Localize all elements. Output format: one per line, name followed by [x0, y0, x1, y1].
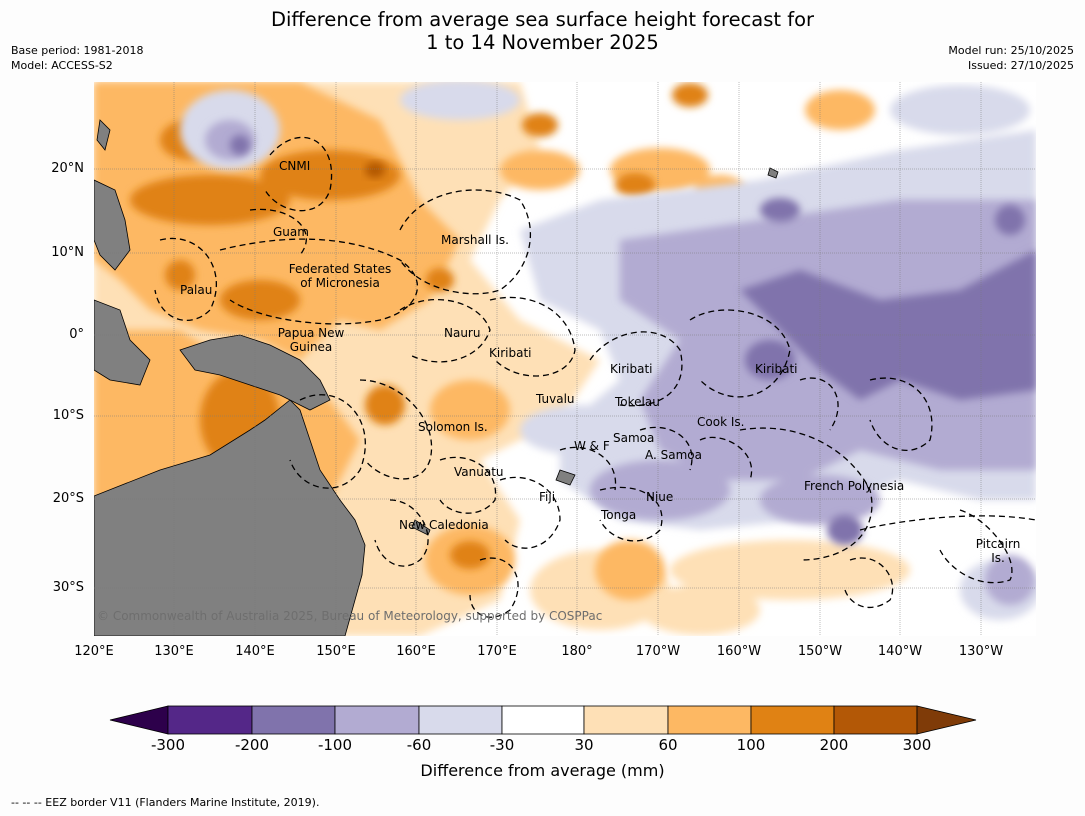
place-fiji: Fiji: [539, 490, 556, 504]
place-cook: Cook Is.: [697, 415, 745, 429]
place-pitcairn-line2: Is.: [991, 551, 1005, 565]
colorbar-tick: -200: [234, 736, 270, 754]
eez-borders: [154, 136, 1036, 618]
place-cnmi: CNMI: [279, 159, 311, 173]
colorbar-tick: -30: [489, 736, 515, 754]
model-name: Model: ACCESS-S2: [11, 59, 113, 72]
meta-right: Model run: 25/10/2025 Issued: 27/10/2025: [948, 43, 1074, 73]
map-area: [94, 82, 1036, 636]
graticule: [94, 82, 1036, 636]
lon-label: 130°W: [958, 644, 1004, 659]
anomaly-brown: [365, 162, 385, 178]
colorbar-bin: [583, 705, 669, 735]
anomaly-dark-orange: [130, 83, 708, 569]
title-line-1: Difference from average sea surface heig…: [270, 8, 815, 31]
colorbar-tick: -300: [150, 736, 186, 754]
place-fsm-line2: of Micronesia: [300, 276, 380, 290]
borneo-sulawesi: [94, 299, 151, 386]
model-run: Model run: 25/10/2025: [948, 44, 1074, 57]
place-american-samoa: A. Samoa: [645, 448, 702, 462]
place-tokelau: Tokelau: [615, 395, 660, 409]
place-samoa: Samoa: [613, 431, 655, 445]
copyright-notice: © Commonwealth of Australia 2025, Bureau…: [97, 609, 603, 623]
colorbar-tick: -60: [406, 736, 432, 754]
place-pitcairn: Pitcairn Is.: [969, 537, 1027, 565]
place-solomon: Solomon Is.: [418, 420, 488, 434]
eez-footnote: -- -- -- EEZ border V11 (Flanders Marine…: [11, 796, 320, 809]
place-png-line2: Guinea: [289, 340, 333, 354]
colorbar-bin: [167, 705, 253, 735]
colorbar-tick: -100: [317, 736, 353, 754]
place-marshall: Marshall Is.: [441, 233, 509, 247]
place-vanuatu: Vanuatu: [454, 465, 504, 479]
place-nauru: Nauru: [444, 326, 481, 340]
colorbar-bin: [750, 705, 835, 735]
lat-label: 20°S: [52, 491, 84, 506]
lon-label: 170°W: [635, 644, 681, 659]
lon-label: 180°: [561, 644, 593, 659]
meta-left: Base period: 1981-2018 Model: ACCESS-S2: [11, 43, 143, 73]
colorbar-label: Difference from average (mm): [420, 761, 665, 780]
lon-label: 170°E: [477, 644, 517, 659]
australia: [94, 399, 366, 636]
colorbar-bin: [334, 705, 420, 735]
anomaly-dark-purple: [230, 135, 1036, 545]
colorbar-tick: 200: [819, 736, 849, 754]
place-kiribati-west: Kiribati: [489, 346, 532, 360]
colorbar-tick: 300: [902, 736, 932, 754]
lat-label: 20°N: [51, 161, 84, 176]
place-wallis-futuna: W & F: [574, 439, 610, 453]
place-tuvalu: Tuvalu: [536, 392, 575, 406]
colorbar-tick: 30: [574, 736, 594, 754]
place-guam: Guam: [273, 225, 309, 239]
lon-label: 150°W: [797, 644, 843, 659]
colorbar-bin: [667, 705, 752, 735]
lat-label: 0°: [69, 327, 84, 342]
place-png-line1: Papua New: [277, 326, 345, 340]
place-fsm-line1: Federated States: [288, 262, 392, 276]
lon-label: 130°E: [154, 644, 194, 659]
issued-date: Issued: 27/10/2025: [967, 59, 1074, 72]
place-new-caledonia: New Caledonia: [399, 518, 489, 532]
lon-label: 160°E: [396, 644, 436, 659]
colorbar-bin: [501, 705, 585, 735]
colorbar-bin: [418, 705, 503, 735]
place-niue: Niue: [646, 490, 674, 504]
lon-label: 120°E: [74, 644, 114, 659]
hawaii: [767, 167, 779, 179]
place-kiribati-central: Kiribati: [610, 362, 653, 376]
taiwan: [96, 119, 111, 151]
chart-title: Difference from average sea surface heig…: [0, 8, 1085, 54]
place-french-polynesia: French Polynesia: [804, 479, 905, 493]
place-palau: Palau: [180, 283, 213, 297]
fiji: [555, 469, 576, 486]
lat-label: 10°S: [52, 408, 84, 423]
place-kiribati-east: Kiribati: [755, 362, 798, 376]
place-pitcairn-line1: Pitcairn: [975, 537, 1021, 551]
colorbar-extend-high: [916, 705, 977, 735]
lat-label: 10°N: [51, 245, 84, 260]
lat-label: 30°S: [52, 580, 84, 595]
colorbar: [109, 705, 977, 735]
title-line-2: 1 to 14 November 2025: [426, 31, 659, 54]
base-period: Base period: 1981-2018: [11, 44, 144, 57]
colorbar-tick: 100: [736, 736, 766, 754]
place-png: Papua New Guinea: [272, 326, 350, 354]
colorbar-bin: [833, 705, 918, 735]
philippines: [94, 179, 131, 271]
colorbar-extend-low: [109, 705, 169, 735]
lon-label: 140°W: [877, 644, 923, 659]
colorbar-bin: [251, 705, 336, 735]
place-tonga: Tonga: [601, 508, 637, 522]
lon-label: 140°E: [235, 644, 275, 659]
colorbar-tick: 60: [658, 736, 678, 754]
lon-label: 160°W: [716, 644, 762, 659]
place-fsm: Federated States of Micronesia: [284, 262, 396, 290]
lon-label: 150°E: [316, 644, 356, 659]
